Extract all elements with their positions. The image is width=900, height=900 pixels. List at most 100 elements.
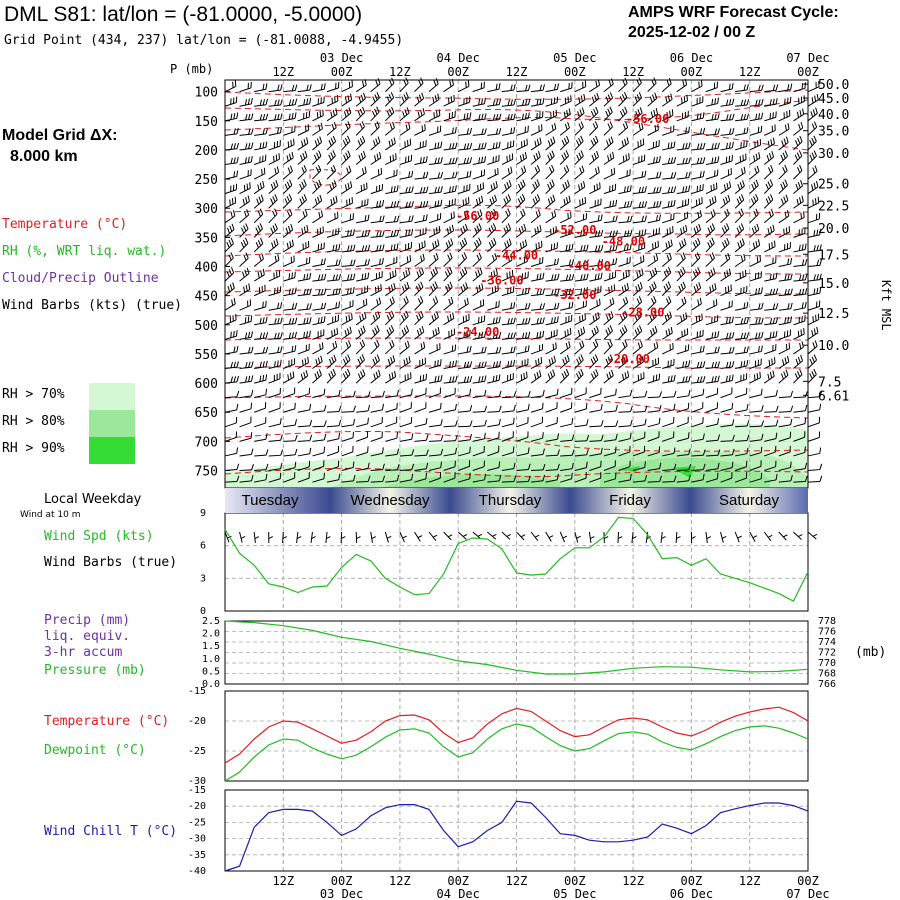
wind-barb (589, 214, 603, 224)
wind-barb (545, 417, 558, 428)
legend-wind-barbs: Wind Barbs (kts) (true) (2, 298, 183, 313)
wind-barb (516, 125, 529, 136)
wind-barb (647, 253, 659, 267)
wind-barb (268, 208, 278, 224)
wind-barb (399, 215, 414, 224)
wind-barb (370, 431, 383, 442)
wind-barb (472, 473, 487, 483)
wind-barb (720, 194, 731, 209)
wind-barb (254, 316, 268, 326)
wind-barb (399, 372, 412, 384)
wind-barb (268, 402, 281, 413)
wind-barb (705, 299, 718, 311)
wind-barb (691, 313, 703, 326)
wind-barb (224, 196, 237, 209)
wind-barb (778, 445, 791, 457)
pressure-tick-label: 778 (818, 616, 836, 627)
wind-barb (793, 301, 807, 311)
wind-barb (458, 112, 472, 122)
wind-barb (428, 281, 438, 297)
kft-tick-label: 35.0 (818, 125, 849, 140)
wind-barb (501, 446, 515, 457)
precip-tick-label: 1.0 (202, 654, 220, 665)
wind-barb (531, 303, 546, 311)
wind-barb (326, 301, 341, 311)
wind-barb (443, 224, 455, 238)
top-hour-label: 12Z (506, 65, 528, 79)
y-tick-label: -25 (188, 817, 206, 828)
wind-barb (312, 242, 325, 253)
wind-barb (647, 155, 661, 166)
wind-barb (224, 463, 240, 472)
wind-barb (414, 310, 424, 326)
wind-barb (589, 106, 599, 122)
wind-barb (691, 112, 705, 122)
wind-barb (778, 316, 793, 326)
legend-rh80-label: RH > 80% (2, 414, 65, 429)
kft-tick-label: 10.0 (818, 339, 849, 354)
wind-barb (749, 125, 763, 136)
wind-barb (443, 460, 456, 471)
wind-barb (239, 113, 254, 122)
wind-barb (224, 267, 235, 282)
wind-barb (312, 316, 326, 326)
wind-barb (239, 142, 254, 151)
wind-barb (486, 208, 497, 224)
wind-barb (691, 417, 704, 428)
wind-barb (239, 416, 252, 428)
panel-frame (224, 620, 809, 685)
wind-barb (341, 418, 356, 428)
wind-barb (487, 461, 501, 471)
wind-barb (457, 80, 470, 93)
dewpoint-label: Dewpoint (°C) (44, 743, 146, 758)
wind-barb (574, 121, 584, 136)
local-weekday-label: Local Weekday (44, 492, 142, 507)
wind-barb (326, 150, 336, 165)
data-series (224, 516, 809, 872)
wind-barb (443, 360, 458, 370)
wind-barb (326, 288, 341, 297)
wind-barb (385, 269, 397, 282)
wind-barb (254, 83, 268, 93)
legend-rh90-swatch (89, 437, 135, 464)
wind-barb (516, 345, 530, 355)
contour-label: -48.00 (602, 234, 645, 248)
top-date-label: 03 Dec (320, 51, 363, 65)
wind-barb (633, 405, 648, 413)
wind-barb (676, 252, 686, 267)
wind-barb (603, 388, 617, 399)
wind-barb (428, 141, 443, 151)
wind-barb (516, 151, 528, 165)
wind-barb (414, 472, 427, 483)
wind-barb (691, 210, 702, 224)
y-tick-label: -15 (188, 686, 206, 697)
wind-barb (661, 311, 672, 326)
wind-barb (253, 167, 266, 180)
top-date-label: 05 Dec (553, 51, 596, 65)
wind-barbs-label: Wind Barbs (true) (44, 555, 178, 570)
wind-barb (458, 388, 472, 399)
wind-barb (603, 92, 614, 107)
wind-barb (793, 121, 804, 136)
wind-barb (589, 460, 602, 471)
wind-barb (589, 339, 599, 355)
wind-barb (705, 331, 720, 340)
wind-barb (516, 98, 531, 107)
wind-barb (778, 461, 792, 471)
wind-barb (326, 165, 337, 180)
wind-barb (428, 125, 442, 136)
wind-barb (239, 432, 253, 442)
wind-barb (370, 230, 385, 238)
wind-barb (735, 434, 750, 442)
wind-barb (632, 340, 643, 355)
wind-barb (764, 137, 775, 151)
weekday-thursday: Thursday (478, 492, 542, 509)
bottom-hour-label: 00Z (564, 874, 586, 888)
wind-barb (312, 355, 323, 369)
wind-barb (516, 317, 531, 326)
wind-barb (428, 311, 439, 326)
wind-barb (501, 359, 515, 370)
wind-barb (414, 449, 429, 457)
wind-barb (399, 122, 411, 136)
wind-barb (355, 311, 367, 326)
